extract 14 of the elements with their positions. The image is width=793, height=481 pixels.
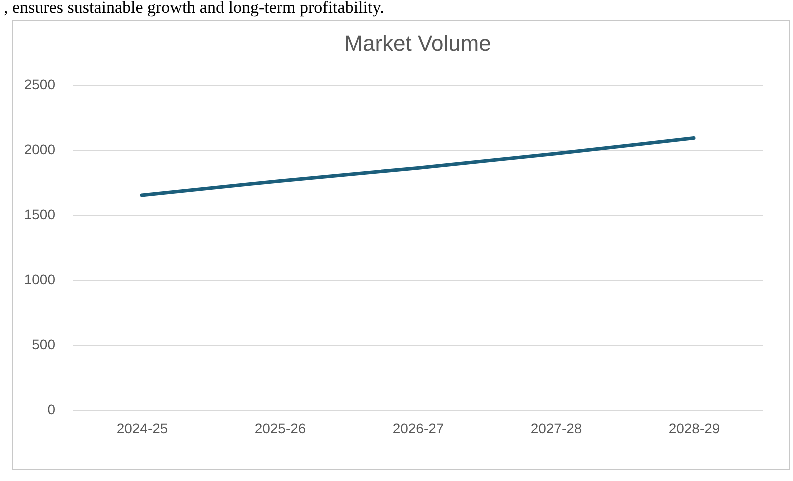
- y-tick-label: 2000: [24, 142, 56, 158]
- line-series: [140, 136, 696, 198]
- x-tick-label: 2028-29: [668, 420, 720, 436]
- y-tick-label: 2500: [24, 76, 56, 92]
- chart-title: Market Volume: [344, 31, 492, 56]
- y-tick-label: 1500: [24, 206, 56, 222]
- x-tick-label: 2025-26: [254, 420, 306, 436]
- y-tick-label: 0: [48, 402, 56, 418]
- x-tick-label: 2026-27: [392, 420, 444, 436]
- x-tick-label: 2024-25: [116, 420, 168, 436]
- x-tick-label: 2027-28: [530, 420, 582, 436]
- text: , ensures sustainable growth and long-term profitability.: [3, 0, 386, 19]
- y-tick-label: 1000: [24, 272, 56, 288]
- y-tick-label: 500: [32, 336, 56, 352]
